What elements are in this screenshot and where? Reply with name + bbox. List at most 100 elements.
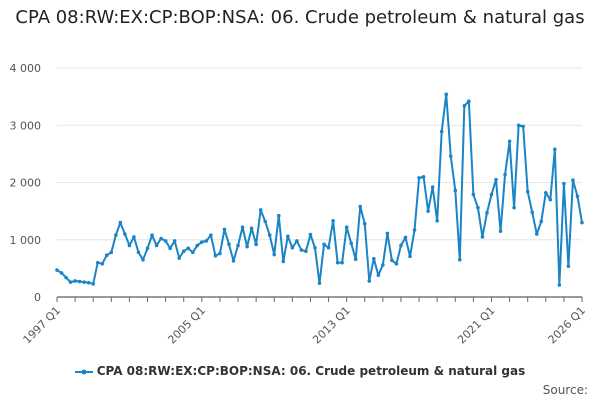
data-point bbox=[295, 239, 299, 243]
series-line bbox=[56, 93, 583, 286]
data-point bbox=[154, 243, 159, 248]
y-tick-label: 2 000 bbox=[10, 177, 42, 190]
axes bbox=[56, 296, 583, 302]
data-point bbox=[453, 188, 458, 193]
data-point bbox=[304, 249, 308, 253]
series-layer bbox=[55, 92, 584, 287]
data-point bbox=[394, 262, 399, 266]
data-point bbox=[525, 189, 530, 194]
data-point bbox=[281, 259, 286, 264]
data-point bbox=[571, 178, 575, 183]
y-tick-labels: 0 1 000 2 000 3 000 4 000 bbox=[10, 62, 42, 304]
data-point bbox=[444, 92, 449, 97]
data-point bbox=[367, 279, 372, 283]
data-point bbox=[530, 210, 535, 215]
data-point bbox=[385, 231, 390, 236]
data-point bbox=[381, 263, 385, 267]
data-point bbox=[349, 241, 353, 245]
data-point bbox=[290, 245, 295, 250]
data-point bbox=[245, 244, 249, 249]
data-point bbox=[358, 204, 363, 209]
data-point bbox=[462, 103, 467, 108]
data-point bbox=[439, 129, 444, 134]
data-point bbox=[326, 245, 331, 250]
data-point bbox=[263, 219, 267, 224]
data-point bbox=[471, 192, 476, 197]
data-point bbox=[390, 258, 394, 263]
data-point bbox=[73, 279, 77, 283]
x-tick-label: 2021 Q1 bbox=[455, 304, 498, 347]
data-point bbox=[114, 233, 118, 237]
data-point bbox=[186, 246, 191, 251]
data-point bbox=[362, 221, 367, 226]
data-point bbox=[335, 260, 340, 265]
x-tick-label: 2005 Q1 bbox=[165, 304, 208, 347]
data-point bbox=[168, 246, 172, 251]
data-point bbox=[68, 280, 73, 284]
data-point bbox=[494, 177, 498, 182]
data-point bbox=[372, 256, 376, 261]
data-point bbox=[543, 191, 548, 195]
gridlines bbox=[57, 67, 582, 241]
data-point bbox=[512, 205, 516, 210]
data-point bbox=[489, 192, 494, 197]
data-point bbox=[412, 228, 417, 232]
data-point bbox=[317, 281, 322, 286]
data-point bbox=[249, 226, 254, 231]
data-point bbox=[204, 239, 209, 243]
data-point bbox=[141, 257, 145, 262]
data-point bbox=[55, 268, 59, 272]
data-point bbox=[118, 220, 123, 225]
data-point bbox=[254, 242, 258, 247]
data-point bbox=[190, 250, 195, 255]
data-point bbox=[163, 239, 168, 243]
data-point bbox=[91, 282, 96, 286]
y-tick-label: 0 bbox=[34, 291, 41, 304]
x-tick-label: 2026 Q1 bbox=[546, 304, 589, 347]
data-point bbox=[181, 249, 186, 253]
data-point bbox=[258, 208, 263, 212]
data-point bbox=[417, 176, 421, 180]
data-point bbox=[534, 232, 539, 236]
data-point bbox=[353, 257, 358, 262]
chart-title: CPA 08:RW:EX:CP:BOP:NSA: 06. Crude petro… bbox=[15, 7, 585, 28]
legend[interactable]: CPA 08:RW:EX:CP:BOP:NSA: 06. Crude petro… bbox=[0, 364, 600, 378]
data-point bbox=[286, 234, 290, 239]
data-point bbox=[227, 242, 231, 247]
data-point bbox=[575, 194, 580, 199]
data-point bbox=[322, 242, 326, 247]
y-tick-label: 1 000 bbox=[10, 234, 42, 247]
data-point bbox=[59, 271, 64, 275]
data-point bbox=[77, 279, 82, 284]
data-point bbox=[403, 235, 408, 240]
data-point bbox=[136, 250, 141, 255]
data-point bbox=[123, 232, 127, 236]
data-point bbox=[458, 257, 462, 262]
data-point bbox=[267, 233, 272, 237]
data-point bbox=[344, 225, 349, 229]
data-point bbox=[557, 283, 562, 287]
data-point bbox=[399, 243, 403, 248]
data-point bbox=[104, 253, 109, 258]
data-point bbox=[521, 124, 525, 129]
data-point bbox=[448, 154, 453, 158]
data-point bbox=[507, 139, 512, 144]
data-point bbox=[236, 243, 240, 248]
data-point bbox=[553, 147, 557, 152]
data-point bbox=[548, 197, 553, 202]
x-tick-label: 1997 Q1 bbox=[21, 304, 64, 347]
data-point bbox=[313, 245, 317, 250]
data-point bbox=[476, 205, 480, 210]
data-point bbox=[82, 280, 86, 284]
x-tick-label: 2013 Q1 bbox=[310, 304, 353, 347]
data-point bbox=[408, 254, 412, 259]
data-point bbox=[580, 220, 584, 225]
data-point bbox=[276, 213, 281, 218]
data-point bbox=[209, 233, 213, 237]
data-point bbox=[64, 275, 68, 280]
data-point bbox=[177, 256, 181, 260]
data-point bbox=[172, 239, 177, 243]
data-point bbox=[430, 185, 435, 189]
data-point bbox=[195, 243, 200, 248]
